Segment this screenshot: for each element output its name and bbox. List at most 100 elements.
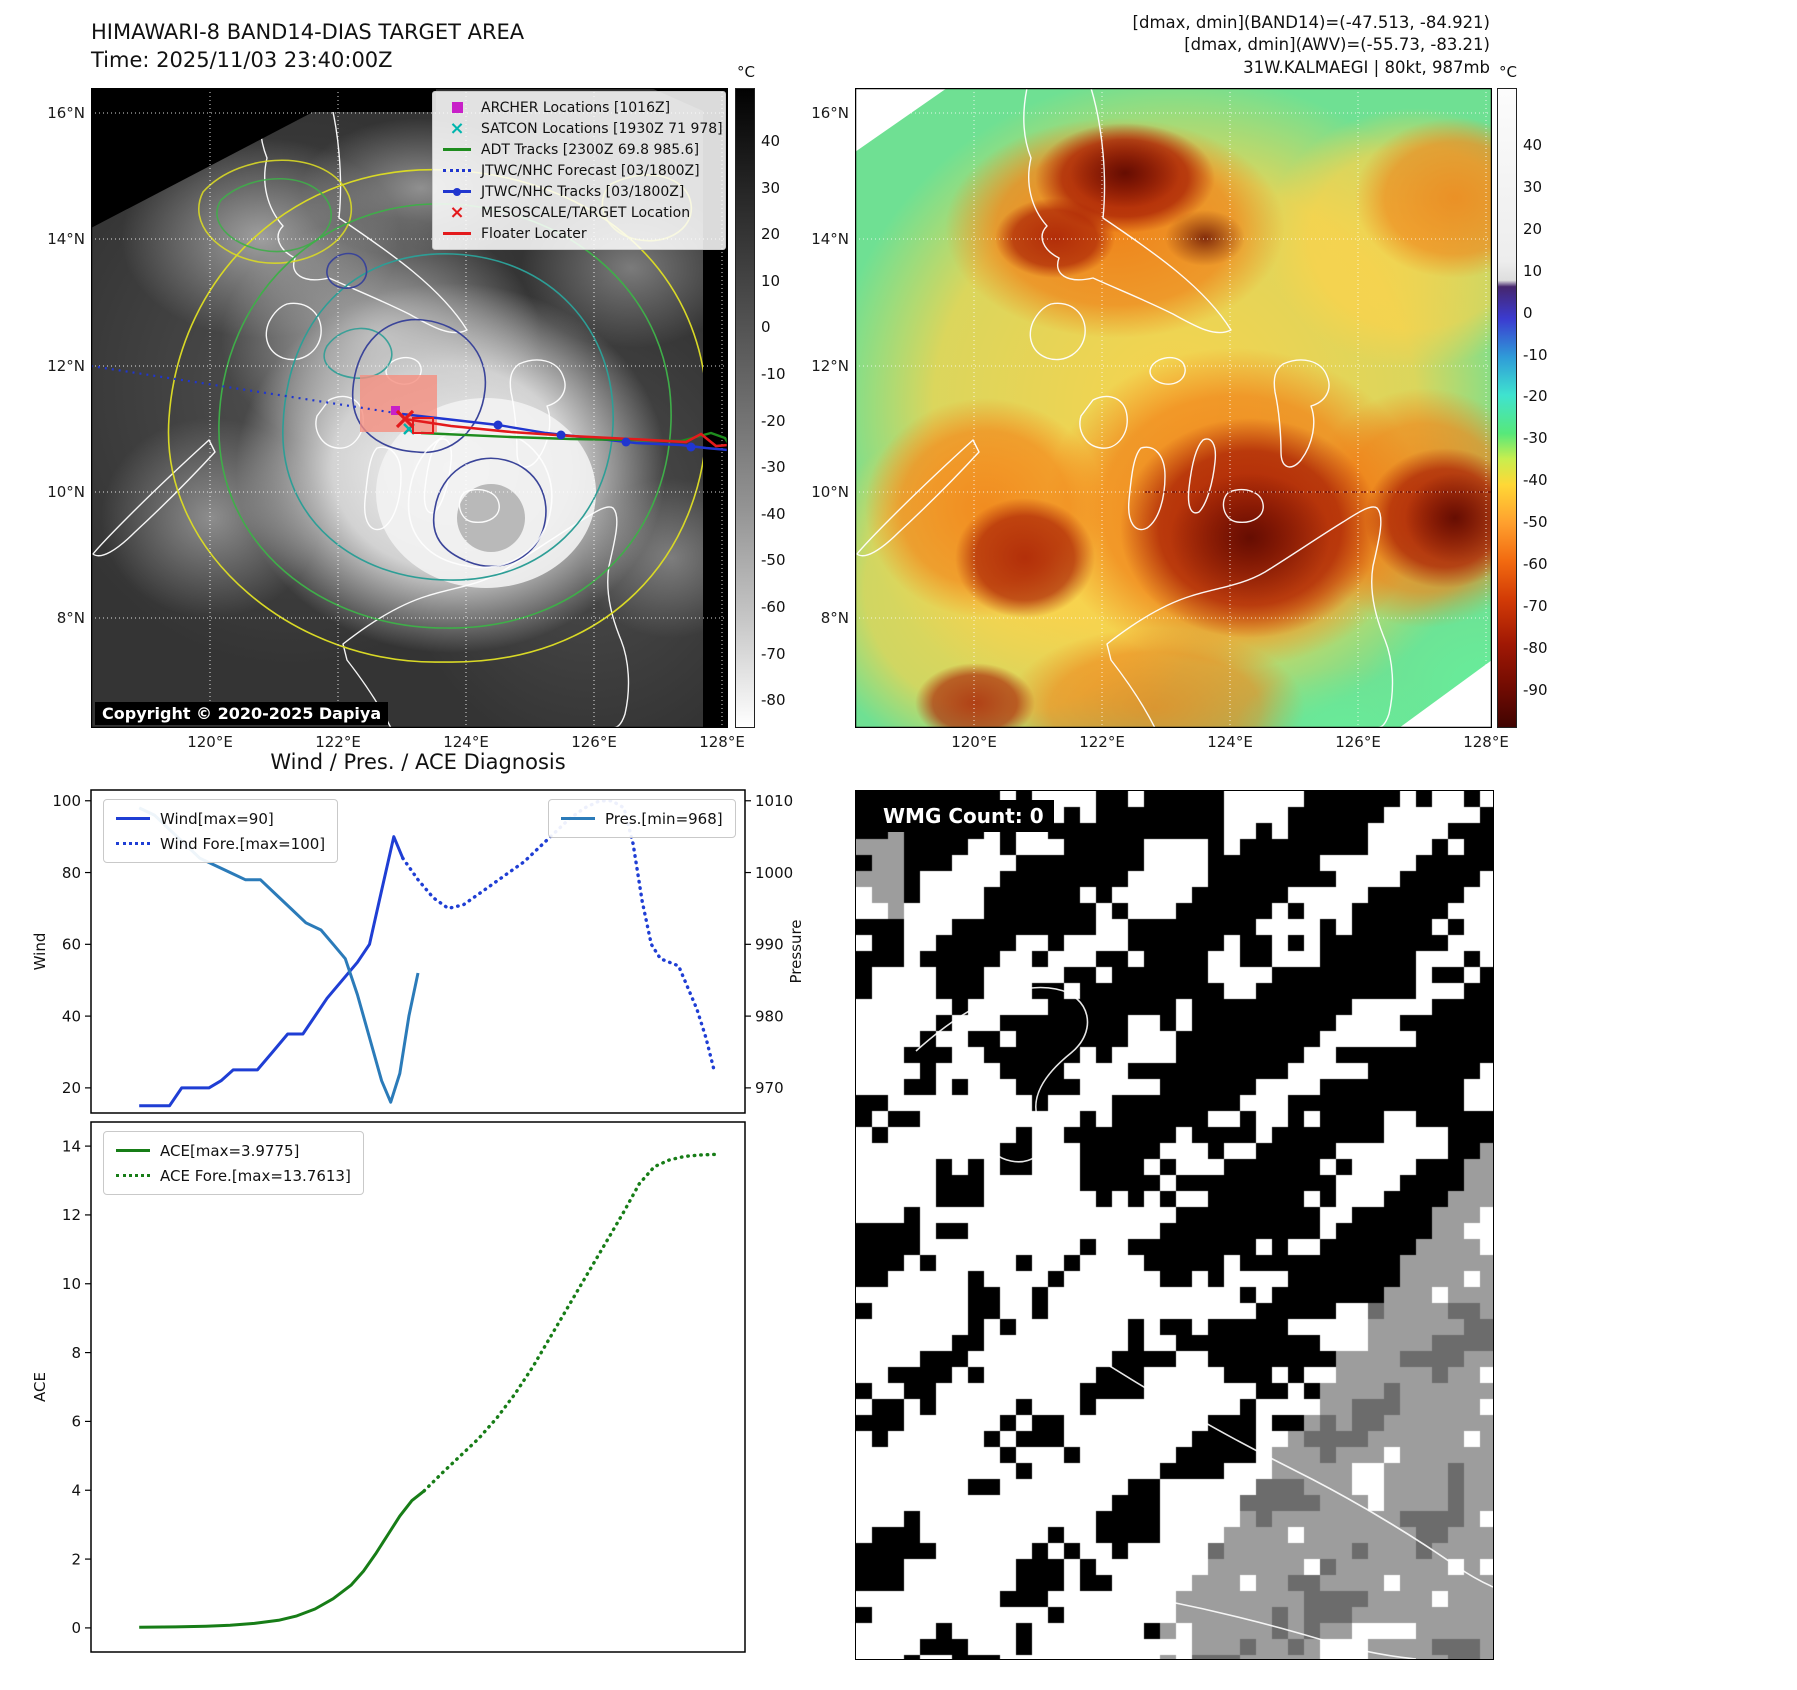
square-icon <box>441 102 473 113</box>
line-dot-icon <box>441 188 473 196</box>
ace-line-sample <box>116 1149 150 1152</box>
ace-forecast-line-sample <box>116 1174 150 1177</box>
colorbar-tick-label: 20 <box>761 225 781 244</box>
wind-line-sample <box>116 817 150 820</box>
y-tick-label: 20 <box>62 1079 81 1097</box>
map-legend-label: ADT Tracks [2300Z 69.8 985.6] <box>481 141 700 158</box>
map-legend-label: ARCHER Locations [1016Z] <box>481 99 671 116</box>
wind-forecast-line-sample <box>116 842 150 845</box>
lon-tick-label: 126°E <box>571 733 617 751</box>
colorbar-tick-label: -70 <box>761 644 786 663</box>
band14-colorbar: °C 40 30 20 10 0 -10 -20 -30 -40 -50 -60 -70 -80 <box>735 63 805 728</box>
colorbar-tick-label: -70 <box>1523 596 1548 615</box>
colorbar-tick-label: -50 <box>761 551 786 570</box>
latlon-grid <box>855 88 1492 728</box>
lat-tick-label: 8°N <box>56 609 85 627</box>
colorbar-tick-label: -60 <box>761 598 786 616</box>
pressure-legend-label: Pres.[min=968] <box>605 809 723 828</box>
y-axis-label: Pressure <box>787 919 805 983</box>
lat-tick-label: 14°N <box>811 230 849 248</box>
y-tick-label: 1010 <box>755 792 793 810</box>
band14-lat-axis: 16°N 14°N 12°N 10°N 8°N <box>33 88 85 728</box>
x-icon: × <box>449 117 465 139</box>
storm-tracks <box>91 364 728 452</box>
wind-forecast-legend-label: Wind Fore.[max=100] <box>160 834 326 853</box>
pressure-legend: Pres.[min=968] <box>548 799 736 838</box>
map-legend-item: JTWC/NHC Forecast [03/1800Z] <box>441 160 717 181</box>
map-legend-item: ARCHER Locations [1016Z] <box>441 97 717 118</box>
series-line <box>422 1152 717 1493</box>
colorbar-tick-label: -20 <box>1523 387 1548 406</box>
scan-edge-mask <box>855 88 1492 728</box>
diagnosis-title: Wind / Pres. / ACE Diagnosis <box>270 750 566 774</box>
lat-tick-label: 12°N <box>47 357 85 375</box>
awv-colorbar-unit: °C <box>1499 63 1517 81</box>
dmax-dmin-awv: [dmax, dmin](AWV)=(-55.73, -83.21) <box>1184 35 1490 55</box>
lat-tick-label: 8°N <box>820 609 849 627</box>
colorbar-tick-label: -90 <box>1523 680 1548 699</box>
wind-legend-label: Wind[max=90] <box>160 809 274 828</box>
floater-track <box>404 417 728 448</box>
y-tick-label: 4 <box>71 1481 81 1499</box>
colorbar-tick-label: -30 <box>1523 429 1548 448</box>
x-icon: × <box>449 201 465 223</box>
colorbar-tick-label: 30 <box>1523 177 1543 196</box>
lat-tick-label: 10°N <box>811 483 849 501</box>
lon-tick-label: 122°E <box>1079 733 1125 751</box>
dotted-icon <box>441 169 473 172</box>
ace-legend: ACE[max=3.9775] ACE Fore.[max=13.7613] <box>103 1131 364 1195</box>
y-tick-label: 8 <box>71 1344 81 1362</box>
awv-imagery <box>855 88 1492 728</box>
archer-marker <box>391 406 400 415</box>
colorbar-tick-label: -10 <box>761 365 786 383</box>
colorbar-tick-label: -10 <box>1523 345 1548 364</box>
lon-tick-label: 120°E <box>187 733 233 751</box>
awv-colorbar: °C 40 30 20 10 0 -10 -20 -30 -40 -50 -60 -70 -80 -90 <box>1497 63 1567 728</box>
awv-map <box>855 88 1492 728</box>
lat-tick-label: 12°N <box>811 357 849 375</box>
y-tick-label: 12 <box>62 1206 81 1224</box>
map-legend-item: ADT Tracks [2300Z 69.8 985.6] <box>441 139 717 160</box>
pressure-line-sample <box>561 817 595 820</box>
colorbar-tick-label: 40 <box>761 132 781 150</box>
y-tick-label: 100 <box>52 792 81 810</box>
y-tick-label: 14 <box>62 1137 81 1155</box>
y-tick-label: 2 <box>71 1550 81 1568</box>
colorbar-tick-label: 10 <box>1523 261 1543 280</box>
awv-lat-axis: 16°N 14°N 12°N 10°N 8°N <box>797 88 849 728</box>
colorbar-tick-label: 40 <box>1523 136 1543 154</box>
y-tick-label: 40 <box>62 1007 81 1025</box>
map-legend-item: Floater Locater <box>441 223 717 244</box>
lon-tick-label: 128°E <box>1463 733 1509 751</box>
lat-tick-label: 10°N <box>47 483 85 501</box>
copyright: Copyright © 2020-2025 Dapiya <box>95 702 389 725</box>
map-legend-label: Floater Locater <box>481 225 587 242</box>
map-legend-item: × MESOSCALE/TARGET Location <box>441 202 717 223</box>
colorbar-tick-label: -40 <box>761 504 786 523</box>
band14-lon-axis: 120°E 122°E 124°E 126°E 128°E <box>91 733 745 755</box>
latlon-grid <box>91 88 728 728</box>
lat-tick-label: 14°N <box>47 230 85 248</box>
colorbar-tick-label: 0 <box>1523 303 1533 322</box>
y-tick-label: 980 <box>755 1007 784 1025</box>
awv-header: [dmax, dmin](BAND14)=(-47.513, -84.921) … <box>1133 12 1490 79</box>
map-frame <box>91 88 728 728</box>
colorbar-tick-label: -30 <box>761 458 786 477</box>
colorbar-tick-label: 20 <box>1523 219 1543 238</box>
ace-chart: 0 2 4 6 8 10 12 14 ACE <box>31 1121 746 1653</box>
colorbar-tick-label: -60 <box>1523 555 1548 573</box>
y-tick-label: 10 <box>62 1275 81 1293</box>
awv-colorbar-gradient <box>1497 88 1517 728</box>
series-line <box>139 835 405 1108</box>
wmg-coastline-overlay <box>915 986 1493 1659</box>
wmg-count-label: WMG Count: 0 <box>873 800 1054 832</box>
wmg-mosaic <box>856 791 1493 1659</box>
colorbar-tick-label: -20 <box>761 411 786 430</box>
lat-tick-label: 16°N <box>47 104 85 122</box>
lon-tick-label: 122°E <box>315 733 361 751</box>
map-legend-label: JTWC/NHC Forecast [03/1800Z] <box>481 162 700 179</box>
line-icon <box>441 148 473 151</box>
y-axis-label: Wind <box>31 933 49 971</box>
band14-title: HIMAWARI-8 BAND14-DIAS TARGET AREA <box>91 20 525 44</box>
